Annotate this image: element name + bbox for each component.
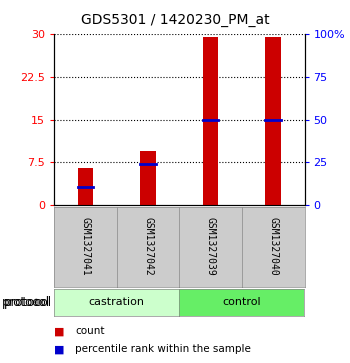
Text: protocol: protocol [4,296,52,309]
Bar [203,37,218,205]
Bar [265,37,281,205]
Text: GDS5301 / 1420230_PM_at: GDS5301 / 1420230_PM_at [81,13,269,27]
Text: ■: ■ [54,326,65,337]
Text: percentile rank within the sample: percentile rank within the sample [75,344,251,354]
Text: GSM1327042: GSM1327042 [143,217,153,276]
Text: GSM1327039: GSM1327039 [206,217,216,276]
Text: ■: ■ [54,344,65,354]
Bar [140,151,156,205]
Text: protocol: protocol [2,296,50,309]
Bar [78,168,93,205]
Text: castration: castration [89,297,145,307]
Text: count: count [75,326,105,337]
Text: GSM1327041: GSM1327041 [80,217,91,276]
Text: control: control [223,297,261,307]
Text: GSM1327040: GSM1327040 [268,217,278,276]
